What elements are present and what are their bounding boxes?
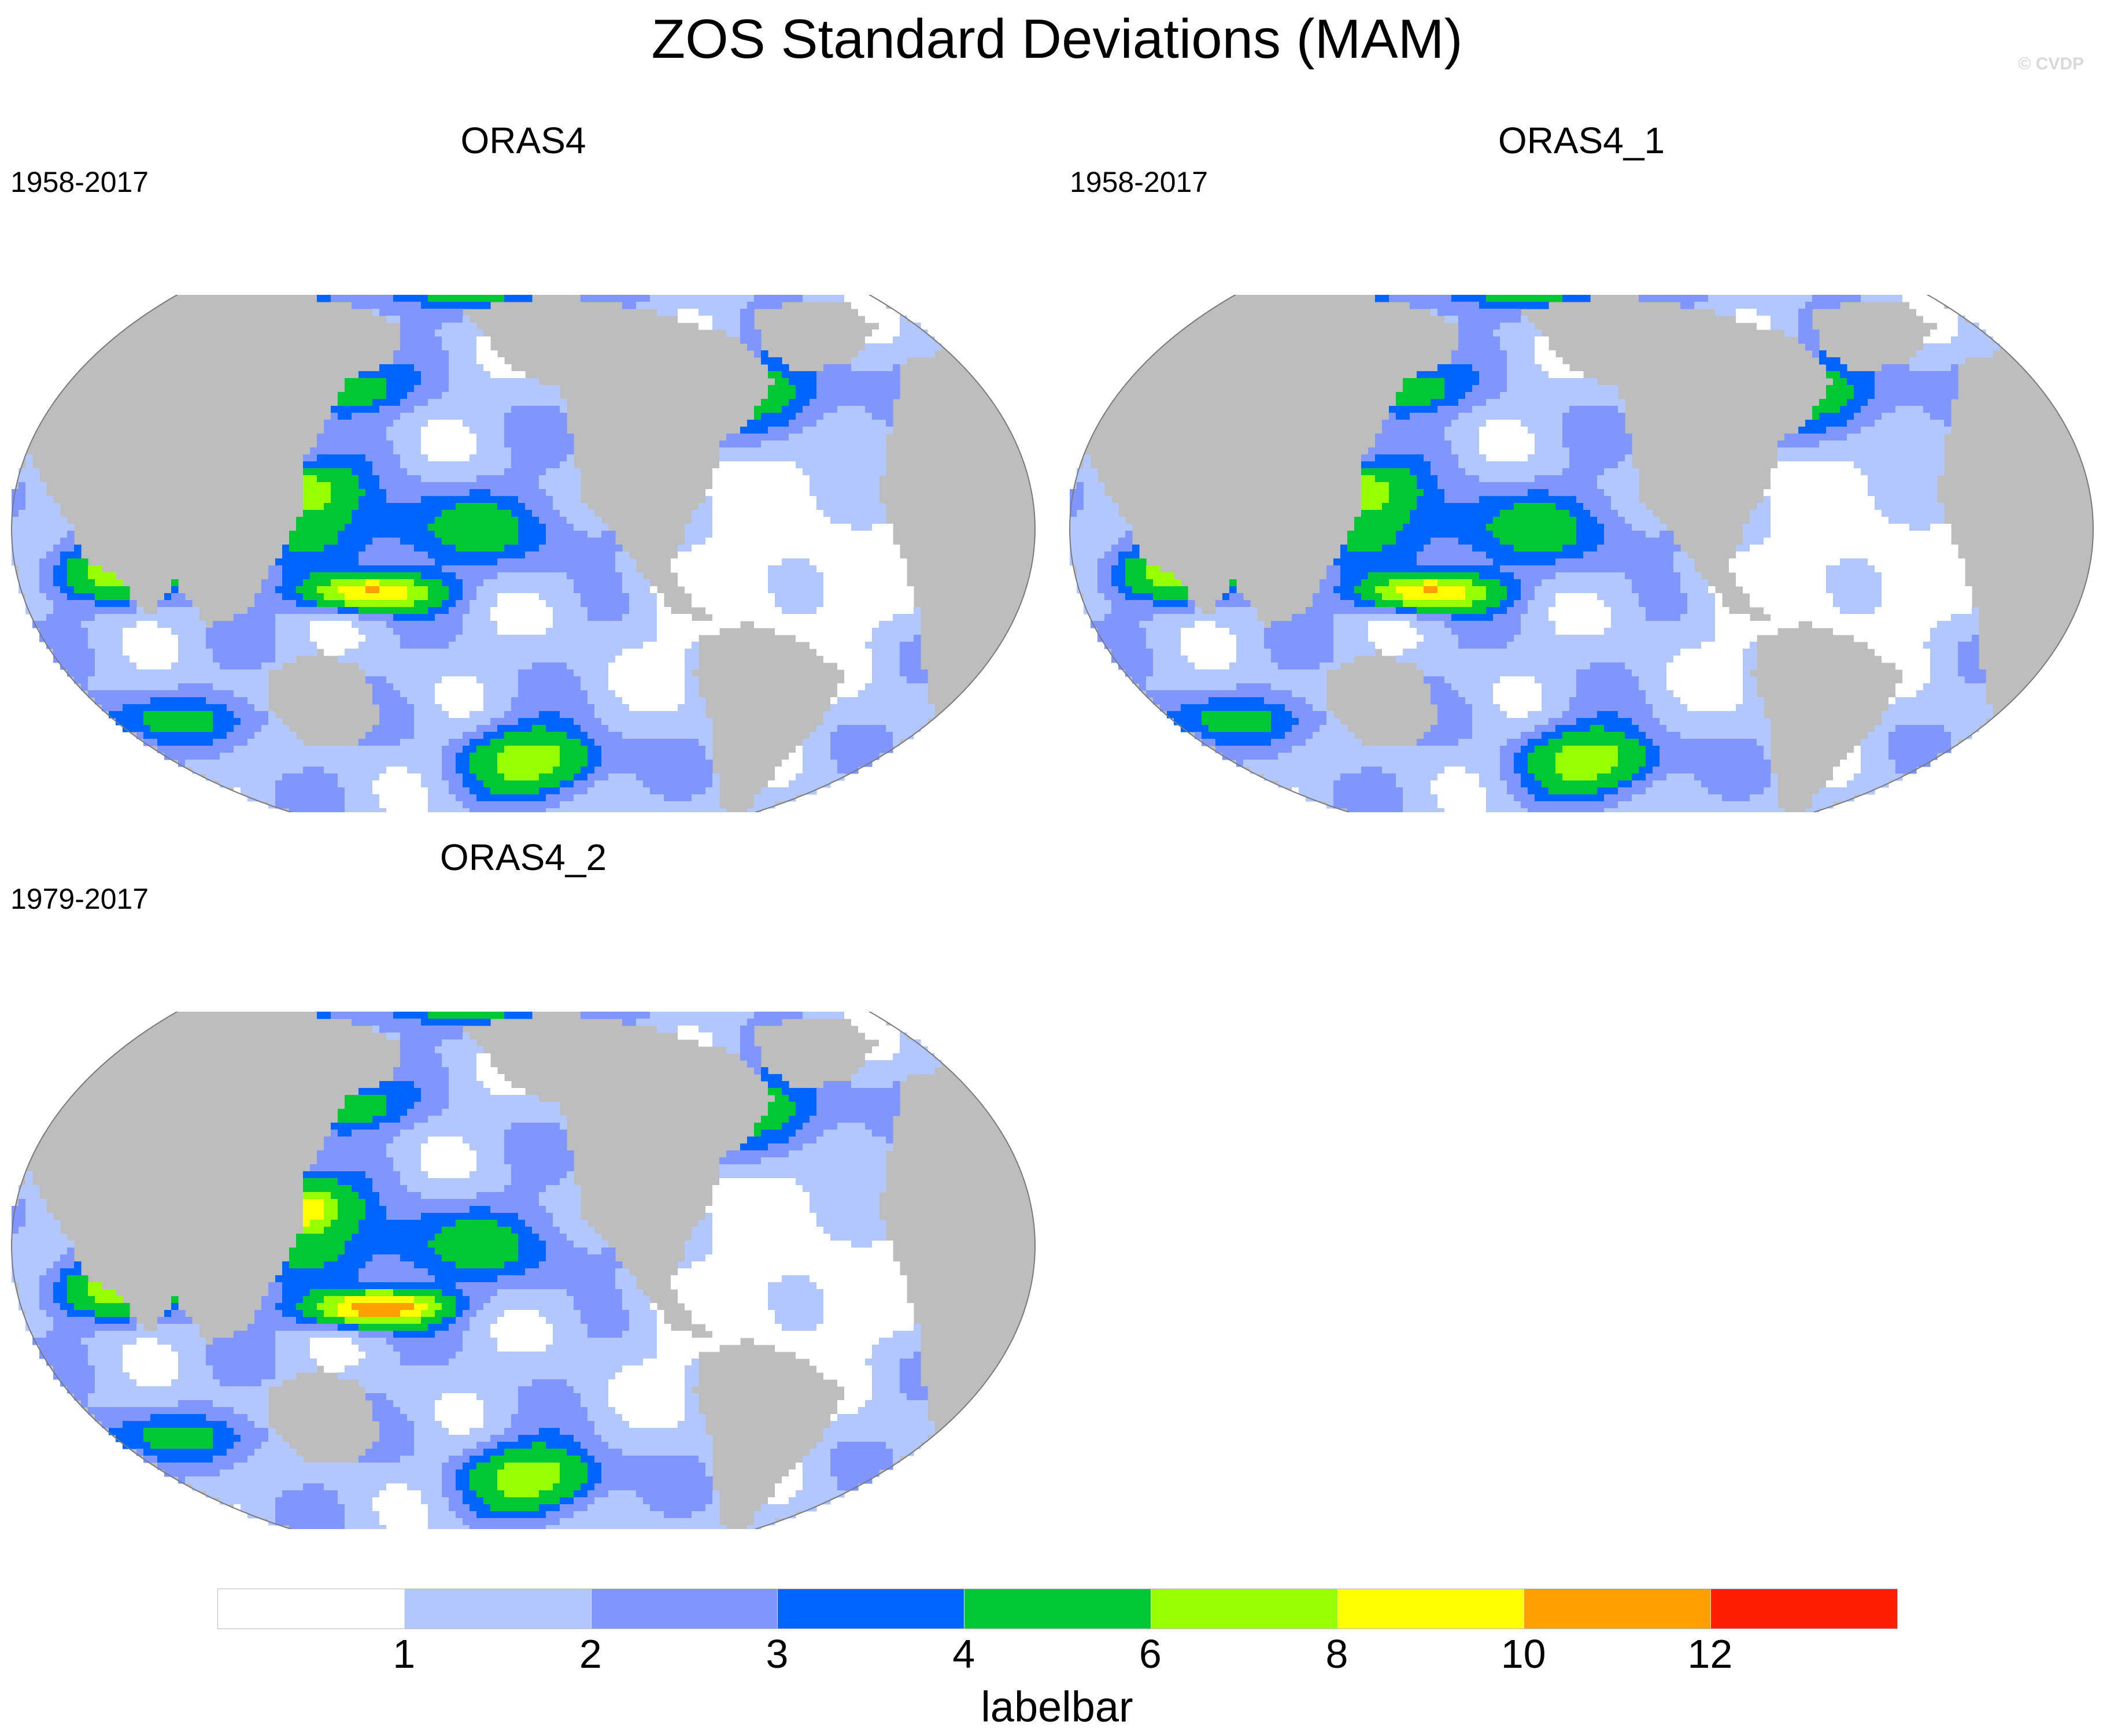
labelbar-box <box>591 1589 778 1628</box>
labelbar-box <box>1524 1589 1712 1628</box>
labelbar-box <box>778 1589 965 1628</box>
labelbar-tick-label: 3 <box>766 1631 789 1676</box>
cvdp-watermark: © CVDP <box>2018 54 2084 73</box>
labelbar-tick-label: 12 <box>1687 1631 1733 1676</box>
labelbar-tick-label: 8 <box>1325 1631 1348 1676</box>
labelbar-color-boxes <box>217 1589 1898 1629</box>
figure-title: ZOS Standard Deviations (MAM) <box>651 8 1463 70</box>
labelbar-tick-label: 10 <box>1501 1631 1546 1676</box>
panel-title: ORAS4 <box>460 120 586 161</box>
panel-oras4-2: ORAS4_2 1979-2017 <box>0 835 1047 1529</box>
labelbar-tick-label: 2 <box>579 1631 602 1676</box>
ocean-field-cells <box>12 1012 942 1529</box>
map-oras4 <box>0 119 1047 812</box>
panel-oras4: ORAS4 1958-2017 <box>0 119 1047 812</box>
labelbar-box <box>404 1589 592 1628</box>
map-oras4-2 <box>0 835 1047 1529</box>
labelbar-tick-label: 4 <box>952 1631 975 1676</box>
panel-years: 1958-2017 <box>10 166 149 198</box>
labelbar-box <box>1337 1589 1525 1628</box>
ocean-field-cells <box>12 295 942 812</box>
labelbar-tick-label: 6 <box>1139 1631 1162 1676</box>
panel-title: ORAS4_2 <box>439 836 607 878</box>
ocean-field-cells <box>1070 295 2000 812</box>
panel-title: ORAS4_1 <box>1498 120 1665 161</box>
panel-years: 1958-2017 <box>1070 166 1208 198</box>
labelbar-box <box>218 1589 405 1628</box>
panel-oras4-1: ORAS4_1 1958-2017 <box>1058 119 2105 812</box>
panel-years: 1979-2017 <box>10 883 149 915</box>
map-oras4-1 <box>1058 119 2105 812</box>
labelbar-title: labelbar <box>981 1683 1133 1731</box>
labelbar-box <box>1151 1589 1338 1628</box>
labelbar-box <box>964 1589 1151 1628</box>
labelbar-box <box>1711 1589 1898 1628</box>
labelbar-tick-label: 1 <box>393 1631 416 1676</box>
